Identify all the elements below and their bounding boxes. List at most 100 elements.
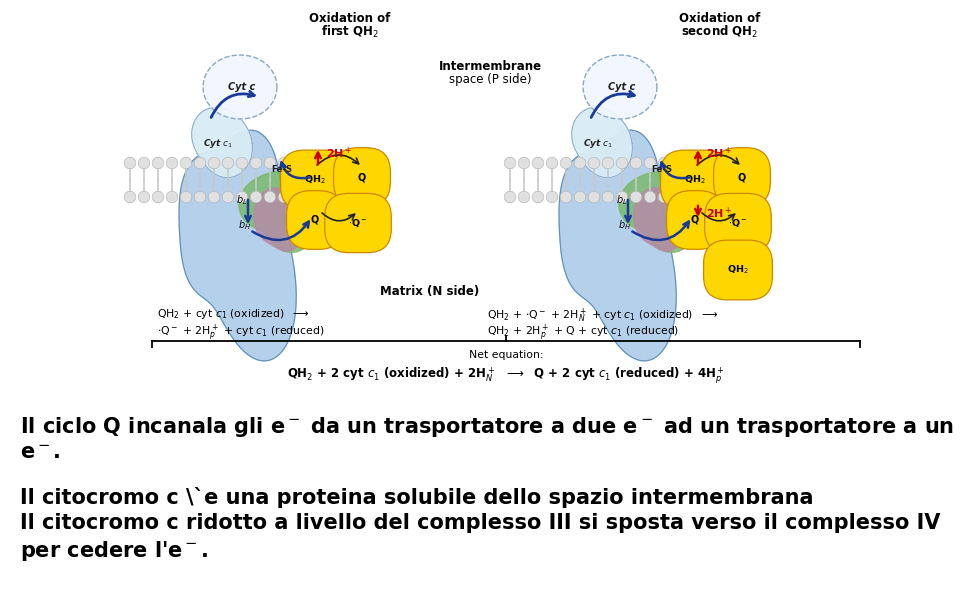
Circle shape xyxy=(180,157,192,169)
Circle shape xyxy=(532,191,543,203)
Text: QH$_2$ + cyt $c_1$ (oxidized)  $\longrightarrow$: QH$_2$ + cyt $c_1$ (oxidized) $\longrigh… xyxy=(157,307,310,321)
Circle shape xyxy=(236,191,248,203)
Text: $b_H$: $b_H$ xyxy=(618,218,632,232)
Text: Il citocromo c ridotto a livello del complesso III si sposta verso il complesso : Il citocromo c ridotto a livello del com… xyxy=(20,513,941,533)
Circle shape xyxy=(588,157,600,169)
Text: QH$_2$: QH$_2$ xyxy=(304,174,325,186)
Polygon shape xyxy=(239,172,316,252)
Circle shape xyxy=(166,157,178,169)
Text: Cyt c: Cyt c xyxy=(609,82,636,92)
Text: Intermembrane: Intermembrane xyxy=(439,60,541,73)
Text: Il ciclo Q incanala gli e$^-$ da un trasportatore a due e$^-$ ad un trasportator: Il ciclo Q incanala gli e$^-$ da un tras… xyxy=(20,415,954,439)
Circle shape xyxy=(194,191,205,203)
Circle shape xyxy=(574,157,586,169)
Circle shape xyxy=(729,157,740,169)
Text: 2H$^+$: 2H$^+$ xyxy=(706,205,732,220)
Circle shape xyxy=(194,157,205,169)
Circle shape xyxy=(334,191,346,203)
Circle shape xyxy=(602,157,613,169)
Circle shape xyxy=(700,157,711,169)
Polygon shape xyxy=(192,107,252,177)
Text: Net equation:: Net equation: xyxy=(468,350,543,360)
Text: Q: Q xyxy=(311,215,319,225)
Polygon shape xyxy=(204,55,276,119)
Circle shape xyxy=(264,157,276,169)
Circle shape xyxy=(686,191,698,203)
Circle shape xyxy=(292,157,303,169)
Text: QH$_2$ + $\cdot$Q$^-$ + 2H$^+_N$ + cyt $c_1$ (oxidized)  $\longrightarrow$: QH$_2$ + $\cdot$Q$^-$ + 2H$^+_N$ + cyt $… xyxy=(487,307,718,325)
Text: e$^-$.: e$^-$. xyxy=(20,443,60,463)
Text: $b_H$: $b_H$ xyxy=(238,218,252,232)
Circle shape xyxy=(644,157,656,169)
Text: 2H$^+$: 2H$^+$ xyxy=(706,146,732,161)
Circle shape xyxy=(729,191,740,203)
Circle shape xyxy=(714,191,726,203)
Circle shape xyxy=(742,191,754,203)
Circle shape xyxy=(588,191,600,203)
Polygon shape xyxy=(253,188,304,251)
Text: first QH$_2$: first QH$_2$ xyxy=(321,24,379,40)
Circle shape xyxy=(672,157,684,169)
Text: Cyt $c_1$: Cyt $c_1$ xyxy=(203,136,233,149)
Circle shape xyxy=(348,191,360,203)
Circle shape xyxy=(153,157,164,169)
Circle shape xyxy=(574,191,586,203)
Text: Cyt c: Cyt c xyxy=(228,82,255,92)
Polygon shape xyxy=(634,188,684,251)
Circle shape xyxy=(321,191,332,203)
Circle shape xyxy=(138,191,150,203)
Text: $b_L$: $b_L$ xyxy=(236,193,248,207)
Circle shape xyxy=(278,191,290,203)
Circle shape xyxy=(686,157,698,169)
Circle shape xyxy=(166,191,178,203)
Polygon shape xyxy=(559,130,676,361)
Circle shape xyxy=(714,157,726,169)
Circle shape xyxy=(138,157,150,169)
Circle shape xyxy=(659,191,670,203)
Circle shape xyxy=(208,191,220,203)
Circle shape xyxy=(742,157,754,169)
Circle shape xyxy=(561,157,572,169)
Text: QH$_2$ + 2 cyt $c_1$ (oxidized) + 2H$^+_N$  $\longrightarrow$  Q + 2 cyt $c_1$ (: QH$_2$ + 2 cyt $c_1$ (oxidized) + 2H$^+_… xyxy=(287,365,725,386)
Text: $\cdot$Q$^-$ + 2H$^+_p$ + cyt $c_1$ (reduced): $\cdot$Q$^-$ + 2H$^+_p$ + cyt $c_1$ (red… xyxy=(157,322,324,343)
Circle shape xyxy=(278,157,290,169)
Circle shape xyxy=(222,157,234,169)
Circle shape xyxy=(124,157,135,169)
Text: Oxidation of: Oxidation of xyxy=(680,12,760,25)
Circle shape xyxy=(659,157,670,169)
Circle shape xyxy=(532,157,543,169)
Circle shape xyxy=(602,191,613,203)
Polygon shape xyxy=(572,107,633,177)
Text: Q: Q xyxy=(691,215,699,225)
Circle shape xyxy=(561,191,572,203)
Circle shape xyxy=(264,191,276,203)
Text: Q: Q xyxy=(358,172,366,182)
Circle shape xyxy=(546,157,558,169)
Circle shape xyxy=(306,157,318,169)
Circle shape xyxy=(222,191,234,203)
Circle shape xyxy=(208,157,220,169)
Text: Oxidation of: Oxidation of xyxy=(309,12,391,25)
Circle shape xyxy=(672,191,684,203)
Text: $\cdot$Q$^-$: $\cdot$Q$^-$ xyxy=(348,217,368,229)
Circle shape xyxy=(644,191,656,203)
Circle shape xyxy=(518,191,530,203)
Circle shape xyxy=(700,191,711,203)
Text: QH$_2$: QH$_2$ xyxy=(684,174,706,186)
Circle shape xyxy=(124,191,135,203)
Text: Q: Q xyxy=(738,172,746,182)
Circle shape xyxy=(251,157,262,169)
Text: space (P side): space (P side) xyxy=(448,73,531,86)
Circle shape xyxy=(362,157,373,169)
Circle shape xyxy=(630,191,642,203)
Text: Matrix (N side): Matrix (N side) xyxy=(380,285,480,298)
Circle shape xyxy=(321,157,332,169)
Circle shape xyxy=(334,157,346,169)
Circle shape xyxy=(504,191,516,203)
Circle shape xyxy=(236,157,248,169)
Text: $b_L$: $b_L$ xyxy=(616,193,628,207)
Circle shape xyxy=(153,191,164,203)
Text: Fe-S: Fe-S xyxy=(652,166,673,174)
Circle shape xyxy=(251,191,262,203)
Circle shape xyxy=(504,157,516,169)
